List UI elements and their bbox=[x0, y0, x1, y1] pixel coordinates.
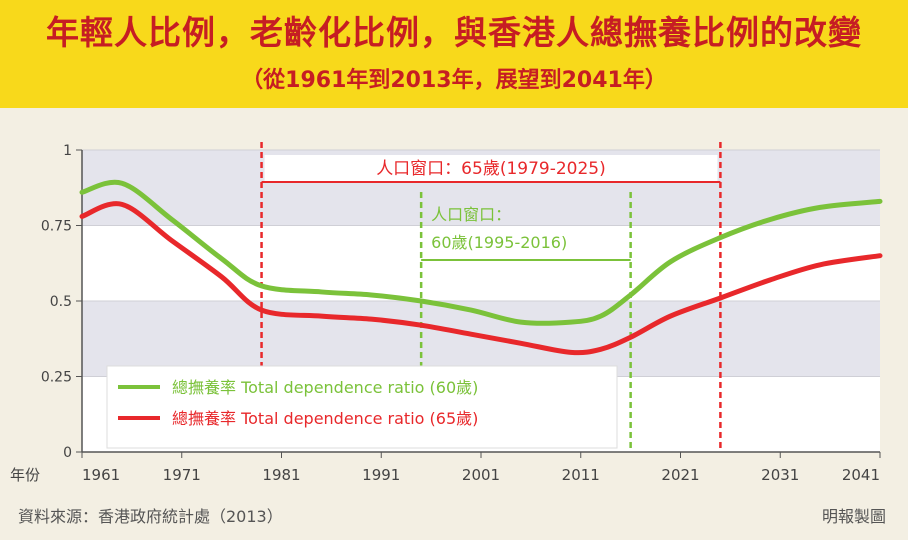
x-tick-label-3: 1991 bbox=[362, 466, 400, 484]
legend-label-green: 總撫養率 Total dependence ratio (60歲) bbox=[172, 378, 478, 397]
population-windows: 人口窗口：65歲(1979-2025) 人口窗口： 60歲(1995-2016) bbox=[260, 142, 722, 452]
green-window-label-line1: 人口窗口： bbox=[431, 205, 511, 224]
y-tick-label-4: 1 bbox=[63, 143, 72, 159]
series-line-0 bbox=[79, 179, 883, 326]
chart-title: 年輕人比例，老齡化比例，與香港人總撫養比例的改變 bbox=[46, 13, 862, 52]
x-tick-label-0: 1961 bbox=[82, 466, 120, 484]
y-tick-label-1: 0.25 bbox=[41, 370, 72, 386]
x-tick-label-1: 1971 bbox=[163, 466, 201, 484]
legend: 總撫養率 Total dependence ratio (60歲) 總撫養率 T… bbox=[106, 365, 618, 449]
x-tick-label-5: 2011 bbox=[562, 466, 600, 484]
y-tick-label-2: 0.5 bbox=[50, 294, 72, 310]
x-tick-label-8: 2041 bbox=[842, 466, 880, 484]
chart-subtitle: （從1961年到2013年，展望到2041年） bbox=[241, 68, 667, 93]
series-lines bbox=[79, 179, 883, 356]
red-window-label: 人口窗口：65歲(1979-2025) bbox=[376, 159, 606, 179]
x-axis-title: 年份 bbox=[10, 466, 40, 484]
legend-label-red: 總撫養率 Total dependence ratio (65歲) bbox=[172, 409, 478, 428]
y-tick-label-3: 0.75 bbox=[41, 219, 72, 235]
x-tick-label-4: 2001 bbox=[462, 466, 500, 484]
x-tick-label-2: 1981 bbox=[262, 466, 300, 484]
tick-labels: 0 0.25 0.5 0.75 1 1961 1971 1981 1991 2001 2011 202… bbox=[10, 143, 881, 484]
series-line-1 bbox=[79, 201, 883, 356]
header-banner: 年輕人比例，老齡化比例，與香港人總撫養比例的改變 （從1961年到2013年，展… bbox=[0, 0, 908, 108]
green-window-label-line2: 60歲(1995-2016) bbox=[431, 233, 567, 252]
line-chart: 人口窗口：65歲(1979-2025) 人口窗口： 60歲(1995-2016) 總… bbox=[10, 142, 883, 484]
legend-box bbox=[106, 365, 618, 449]
x-tick-label-6: 2021 bbox=[661, 466, 699, 484]
y-tick-label-0: 0 bbox=[63, 445, 72, 461]
credit-note: 明報製圖 bbox=[821, 507, 886, 526]
source-note: 資料來源：香港政府統計處（2013） bbox=[18, 507, 283, 526]
red-window-label-bg bbox=[264, 155, 718, 181]
x-tick-label-7: 2031 bbox=[761, 466, 799, 484]
